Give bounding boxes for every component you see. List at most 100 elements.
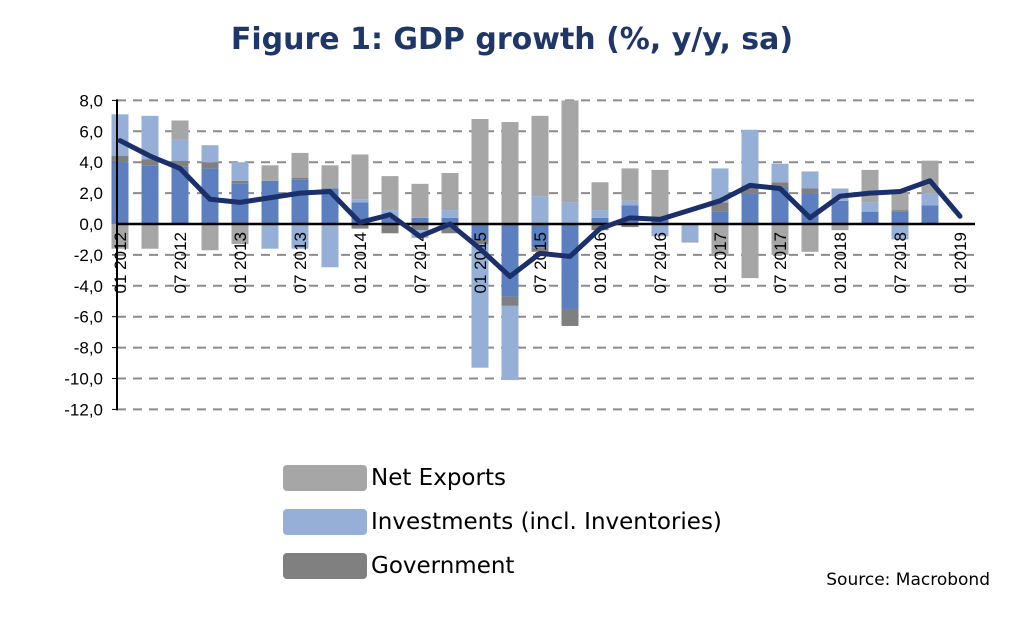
x-tick-label: 01 2013 — [231, 232, 250, 293]
bar-investments-incl-inventories — [501, 305, 519, 381]
legend: Net Exports Investments (incl. Inventori… — [283, 456, 722, 588]
bar-government — [471, 239, 489, 245]
bar-government — [411, 224, 429, 231]
bar-investments-incl-inventories — [621, 200, 639, 206]
bar-net-exports — [321, 165, 339, 189]
chart-title: Figure 1: GDP growth (%, y/y, sa) — [230, 22, 794, 57]
bar-investments-incl-inventories — [351, 199, 369, 203]
x-tick-label: 01 2014 — [351, 232, 370, 293]
bar-government — [891, 210, 909, 212]
bar-government — [231, 180, 249, 184]
bar-investments-incl-inventories — [111, 114, 129, 157]
x-tick-label: 01 2018 — [831, 232, 850, 293]
bar-private-consumption — [771, 186, 789, 224]
bar-government — [111, 156, 129, 163]
bar-investments-incl-inventories — [591, 210, 609, 218]
bar-government — [171, 160, 189, 167]
x-tick-label: 01 2016 — [591, 232, 610, 293]
legend-item-net-exports: Net Exports — [283, 456, 722, 500]
chart-area: 8,0 6,0 4,0 2,0 0,0 -2,0 -4,0 -6,0 -8,0 -10,0 -12,… — [64, 91, 975, 419]
bar-net-exports — [231, 224, 249, 245]
x-tick-label: 07 2018 — [891, 232, 910, 293]
bar-net-exports — [891, 193, 909, 211]
x-tick-label: 07 2017 — [771, 232, 790, 293]
y-tick-label: 2,0 — [79, 184, 103, 203]
x-tick-label: 07 2012 — [171, 232, 190, 293]
y-tick-label: 4,0 — [79, 153, 103, 172]
bar-net-exports — [741, 224, 759, 279]
bar-net-exports — [501, 122, 519, 224]
bar-private-consumption — [261, 180, 279, 224]
bar-net-exports — [351, 154, 369, 200]
bar-government — [621, 224, 639, 228]
x-tick-label: 01 2019 — [951, 232, 970, 293]
bar-private-consumption — [381, 217, 399, 224]
bar-government — [291, 177, 309, 180]
legend-swatch-investments — [283, 509, 367, 535]
bar-investments-incl-inventories — [741, 129, 759, 186]
bar-net-exports — [831, 224, 849, 231]
bar-investments-incl-inventories — [561, 202, 579, 224]
bar-net-exports — [471, 118, 489, 224]
x-axis-labels: 01 2012 07 2012 01 2013 07 2013 01 2014 07 20… — [111, 232, 970, 293]
bar-government — [711, 202, 729, 212]
y-tick-label: -6,0 — [74, 308, 103, 327]
bar-private-consumption — [921, 205, 939, 224]
bar-private-consumption — [741, 193, 759, 224]
bar-investments-incl-inventories — [471, 244, 489, 368]
legend-label: Investments (incl. Inventories) — [371, 509, 722, 535]
bar-investments-incl-inventories — [921, 193, 939, 206]
bar-investments-incl-inventories — [531, 196, 549, 224]
y-tick-label: -12,0 — [64, 400, 103, 419]
bar-private-consumption — [861, 211, 879, 224]
bar-investments-incl-inventories — [801, 171, 819, 189]
legend-swatch-net-exports — [283, 465, 367, 491]
bar-net-exports — [141, 224, 159, 249]
bar-net-exports — [621, 168, 639, 201]
x-tick-label: 01 2017 — [711, 232, 730, 293]
bar-private-consumption — [171, 166, 189, 224]
bar-private-consumption — [591, 217, 609, 224]
bar-net-exports — [801, 224, 819, 252]
bar-private-consumption — [561, 224, 579, 309]
bar-government — [441, 224, 459, 234]
bar-government — [741, 185, 759, 194]
bar-net-exports — [651, 169, 669, 218]
bar-net-exports — [291, 152, 309, 178]
bar-investments-incl-inventories — [861, 202, 879, 212]
bar-private-consumption — [111, 162, 129, 224]
bar-net-exports — [861, 169, 879, 203]
bar-government — [561, 308, 579, 326]
bar-investments-incl-inventories — [201, 145, 219, 163]
y-tick-label: -4,0 — [74, 277, 103, 296]
bar-private-consumption — [291, 179, 309, 224]
source-note: Source: Macrobond — [826, 570, 990, 590]
bar-net-exports — [441, 173, 459, 211]
axes — [116, 99, 975, 411]
bar-private-consumption — [711, 211, 729, 224]
bar-investments-incl-inventories — [291, 224, 309, 249]
bar-private-consumption — [471, 224, 489, 240]
x-tick-label: 07 2013 — [291, 232, 310, 293]
bar-government — [381, 224, 399, 234]
x-tick-label: 07 2014 — [411, 232, 430, 293]
bar-private-consumption — [411, 217, 429, 224]
bar-investments-incl-inventories — [891, 224, 909, 240]
bar-government — [201, 162, 219, 169]
bar-private-consumption — [831, 200, 849, 224]
bar-private-consumption — [891, 211, 909, 224]
legend-item-government: Government — [283, 544, 722, 588]
bars — [111, 100, 939, 381]
y-axis-labels: 8,0 6,0 4,0 2,0 0,0 -2,0 -4,0 -6,0 -8,0 -10,0 -12,… — [64, 91, 103, 419]
bar-government — [141, 159, 159, 166]
bar-government — [771, 182, 789, 187]
bar-investments-incl-inventories — [771, 163, 789, 183]
bar-net-exports — [531, 115, 549, 197]
bar-investments-incl-inventories — [141, 115, 159, 160]
bar-government — [351, 224, 369, 229]
bar-private-consumption — [441, 217, 459, 224]
bar-net-exports — [681, 240, 699, 243]
bar-net-exports — [591, 182, 609, 211]
bar-private-consumption — [501, 224, 519, 297]
bar-investments-incl-inventories — [681, 224, 699, 241]
